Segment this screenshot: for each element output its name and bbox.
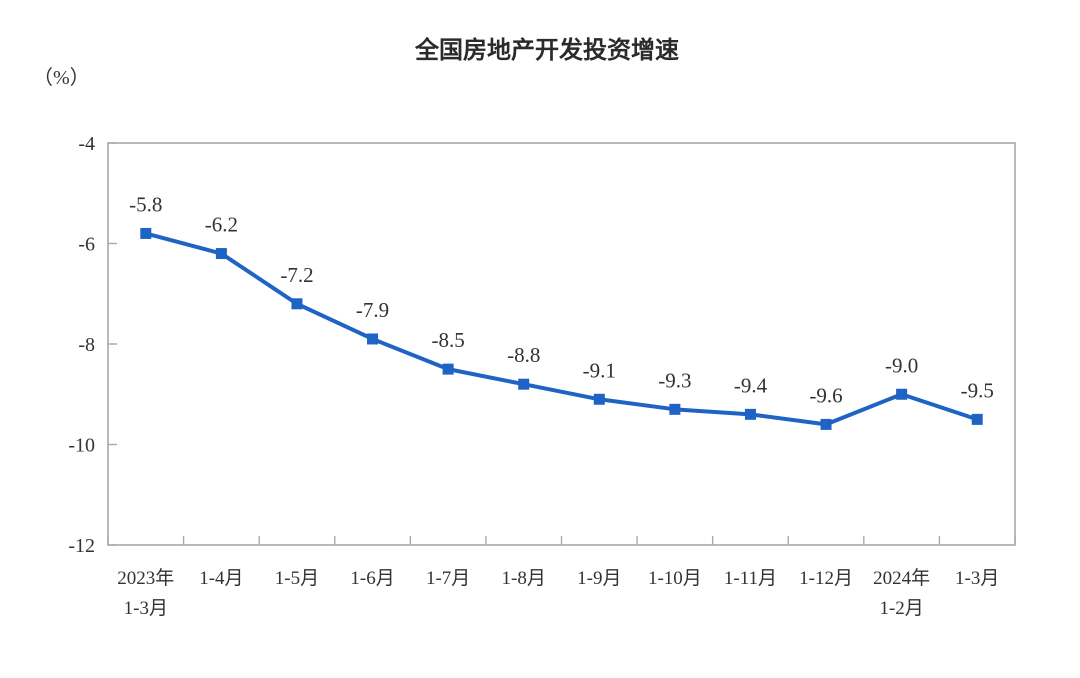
data-point-marker bbox=[971, 413, 983, 425]
x-tick-label: 2024年 1-2月 bbox=[873, 567, 930, 619]
data-point-marker bbox=[744, 408, 756, 420]
data-point-marker bbox=[367, 333, 379, 345]
data-point-label: -9.6 bbox=[809, 383, 842, 407]
data-point-marker bbox=[291, 298, 303, 310]
data-point-label: -9.5 bbox=[961, 378, 994, 402]
labels-layer: -4 -6 -8 -10 -12 2023年 1-3月 1-4月 1-5月 1-6月 1-7月 1-8… bbox=[68, 133, 999, 619]
x-tick-label: 2023年 1-3月 bbox=[117, 567, 174, 619]
data-point-marker bbox=[820, 418, 832, 430]
data-point-label: -9.1 bbox=[583, 358, 616, 382]
x-tick-label: 1-12月 bbox=[799, 568, 853, 589]
y-axis-unit-label: （%） bbox=[33, 66, 90, 89]
x-tick-label: 1-4月 bbox=[199, 568, 243, 589]
series-layer bbox=[140, 227, 983, 430]
x-tick-label: 1-8月 bbox=[502, 568, 546, 589]
data-point-marker bbox=[518, 378, 530, 390]
series-line bbox=[143, 231, 980, 427]
data-point-label: -9.0 bbox=[885, 353, 918, 377]
data-point-label: -7.9 bbox=[356, 298, 389, 322]
x-tick-label: 1-6月 bbox=[350, 568, 394, 589]
data-point-marker bbox=[140, 227, 152, 239]
y-tick-label: -6 bbox=[78, 234, 95, 256]
x-tick-label: 1-3月 bbox=[955, 568, 999, 589]
plot-border bbox=[107, 142, 1016, 546]
data-point-label: -9.4 bbox=[734, 373, 768, 397]
data-point-marker bbox=[215, 248, 227, 260]
x-tick-label: 1-10月 bbox=[648, 568, 702, 589]
x-tick-label: 1-7月 bbox=[426, 568, 470, 589]
data-point-label: -9.3 bbox=[658, 368, 691, 392]
data-point-label: -8.5 bbox=[432, 328, 465, 352]
data-point-label: -8.8 bbox=[507, 343, 540, 367]
data-point-marker bbox=[442, 363, 454, 375]
y-tick-label: -4 bbox=[78, 133, 95, 155]
data-point-label: -6.2 bbox=[205, 213, 238, 237]
axes-layer bbox=[107, 142, 1016, 546]
data-point-marker bbox=[593, 393, 605, 405]
data-point-label: -7.2 bbox=[280, 263, 313, 287]
chart-title: 全国房地产开发投资增速 bbox=[414, 36, 679, 64]
y-tick-label: -8 bbox=[78, 334, 95, 356]
data-point-marker bbox=[669, 403, 681, 415]
x-tick-label: 1-9月 bbox=[577, 568, 621, 589]
y-tick-label: -10 bbox=[68, 435, 95, 457]
x-tick-label: 1-11月 bbox=[724, 568, 777, 589]
data-point-marker bbox=[896, 388, 908, 400]
y-tick-label: -12 bbox=[68, 535, 95, 557]
x-tick-label: 1-5月 bbox=[275, 568, 319, 589]
data-point-label: -5.8 bbox=[129, 192, 162, 216]
